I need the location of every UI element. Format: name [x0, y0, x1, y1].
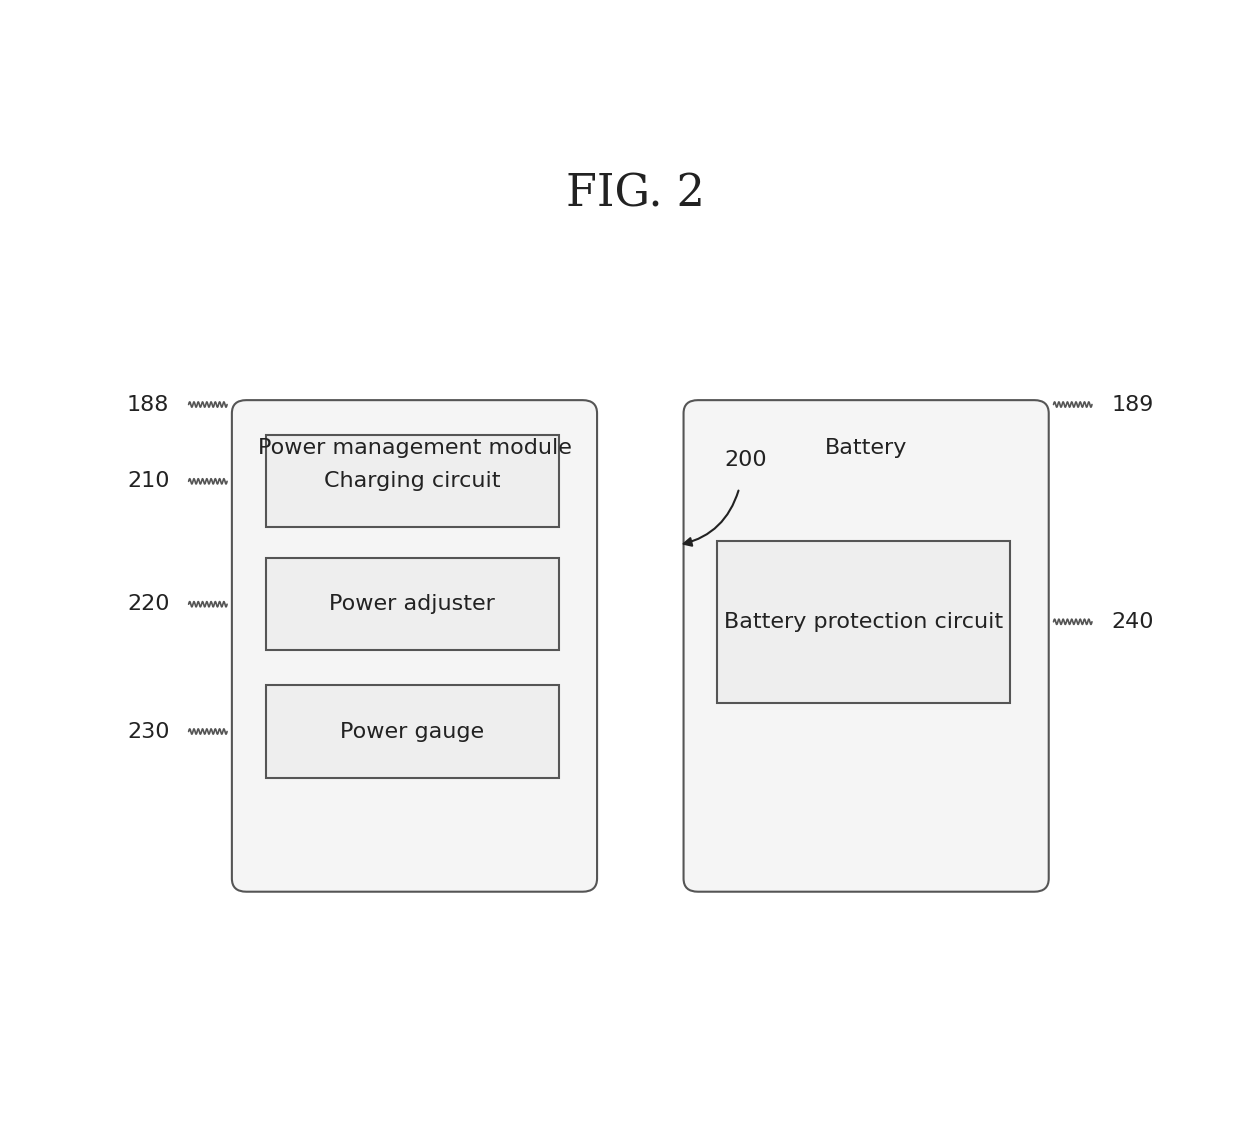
Bar [265, 559, 558, 650]
Text: 210: 210 [126, 471, 170, 491]
FancyBboxPatch shape [232, 400, 596, 891]
Text: 230: 230 [126, 722, 170, 741]
Text: Battery protection circuit: Battery protection circuit [724, 612, 1003, 632]
Text: 220: 220 [126, 594, 170, 614]
Text: 188: 188 [126, 394, 170, 415]
Bar [717, 540, 1011, 703]
Text: 200: 200 [724, 450, 768, 471]
Text: Power adjuster: Power adjuster [329, 594, 495, 614]
Text: 189: 189 [1111, 394, 1153, 415]
Text: FIG. 2: FIG. 2 [567, 172, 704, 215]
Text: Charging circuit: Charging circuit [324, 471, 500, 491]
Text: Power management module: Power management module [258, 439, 572, 458]
Bar [265, 435, 558, 528]
Text: 240: 240 [1111, 612, 1153, 632]
Text: Power gauge: Power gauge [340, 722, 484, 741]
Text: Battery: Battery [825, 439, 908, 458]
FancyBboxPatch shape [683, 400, 1049, 891]
Bar [265, 685, 558, 777]
